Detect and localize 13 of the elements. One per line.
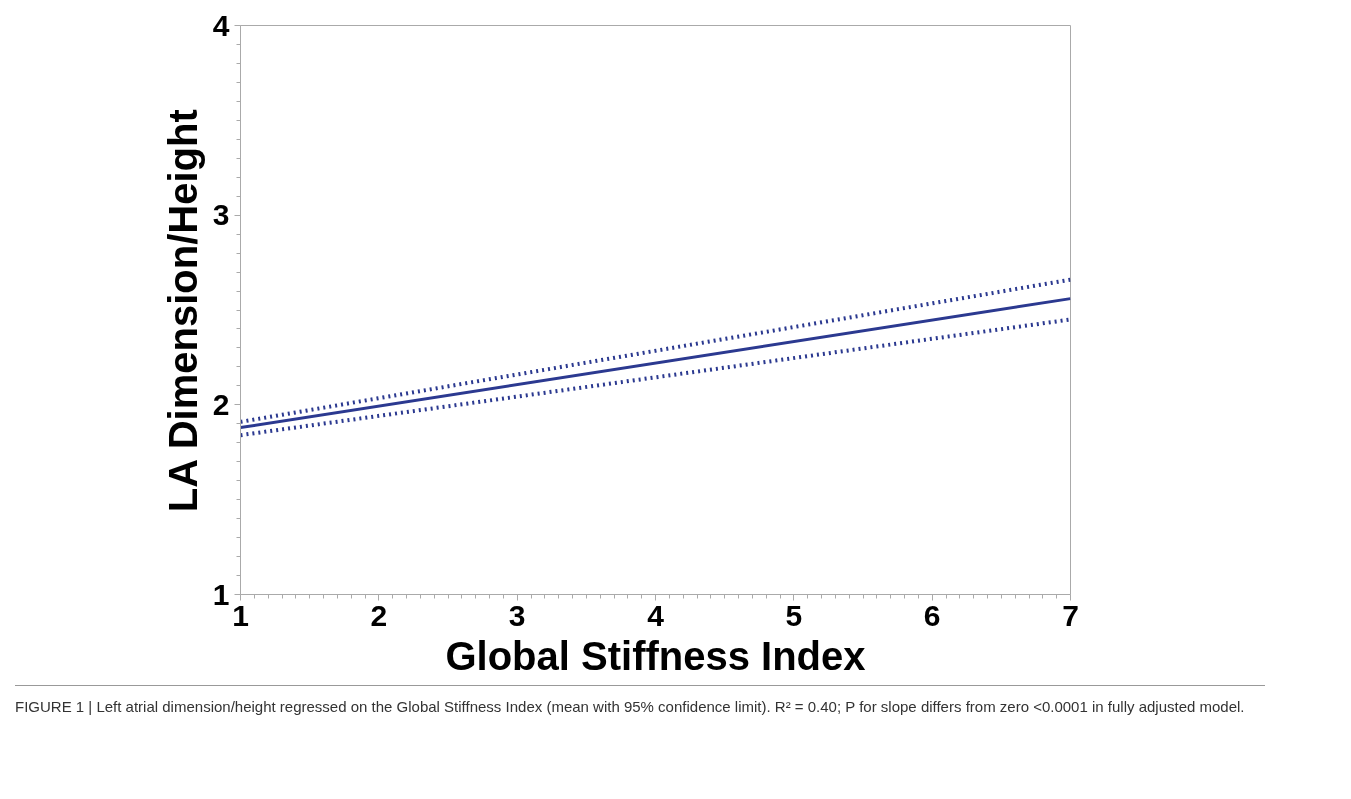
x-tick-label: 5 [785, 598, 803, 632]
y-tick-label: 4 [212, 8, 230, 42]
y-tick-label: 3 [212, 198, 230, 232]
y-tick-label: 1 [212, 577, 230, 611]
x-tick-label: 7 [1062, 598, 1079, 632]
y-tick-label: 2 [212, 387, 230, 421]
x-tick-label: 6 [923, 598, 941, 632]
x-tick-label: 4 [647, 598, 665, 632]
x-tick-label: 2 [370, 598, 388, 632]
y-axis-title: LA Dimension/Height [160, 109, 205, 513]
x-tick-label: 3 [508, 598, 526, 632]
x-axis-title: Global Stiffness Index [445, 633, 866, 678]
caption: FIGURE 1 | Left atrial dimension/height regressed on the Global Stiffness Index (mean with 95% confidence limit). R² = 0.40; P for slope differs from zero <0.0001 in fully adjusted model. [15, 697, 1245, 717]
